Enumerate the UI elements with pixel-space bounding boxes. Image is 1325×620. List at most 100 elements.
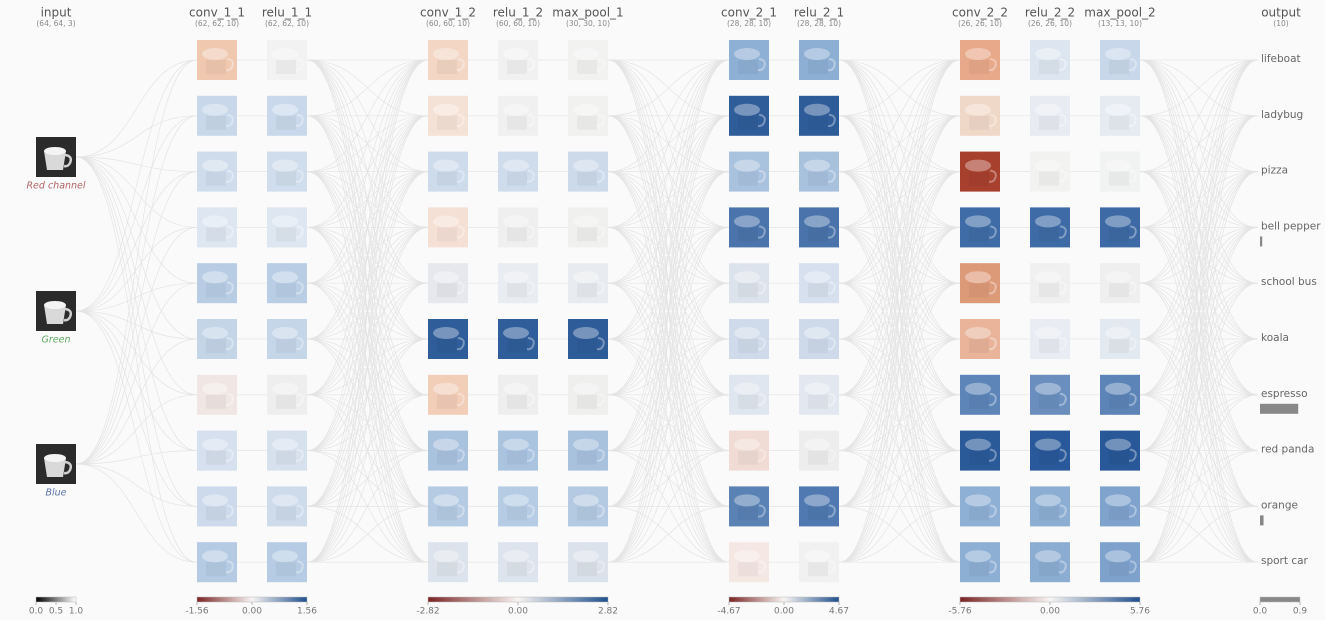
feature-map[interactable] [197, 374, 237, 415]
feature-map[interactable] [498, 151, 538, 192]
feature-map[interactable] [568, 95, 608, 136]
layer-name[interactable]: conv_2_2 [952, 6, 1008, 20]
feature-map[interactable] [568, 151, 608, 192]
feature-map[interactable] [267, 486, 307, 527]
feature-map[interactable] [1030, 486, 1070, 527]
layer-name[interactable]: input [41, 6, 72, 20]
feature-map[interactable] [267, 542, 307, 583]
input-channel[interactable] [36, 137, 76, 177]
feature-map[interactable] [568, 374, 608, 415]
feature-map[interactable] [428, 40, 468, 80]
feature-map[interactable] [498, 374, 538, 415]
feature-map[interactable] [197, 486, 237, 527]
layer-name[interactable]: conv_1_1 [189, 6, 245, 20]
feature-map[interactable] [1100, 486, 1140, 527]
feature-map[interactable] [197, 319, 237, 359]
feature-map[interactable] [1030, 430, 1070, 471]
feature-map[interactable] [428, 319, 468, 359]
feature-map[interactable] [428, 263, 468, 304]
feature-map[interactable] [267, 319, 307, 359]
layer-name[interactable]: max_pool_2 [1084, 6, 1155, 20]
layer-name[interactable]: relu_2_2 [1025, 6, 1075, 20]
feature-map[interactable] [498, 263, 538, 304]
feature-map[interactable] [428, 430, 468, 471]
feature-map[interactable] [1100, 40, 1140, 80]
feature-map[interactable] [799, 263, 839, 304]
layer-name[interactable]: relu_1_1 [262, 6, 312, 20]
layer-name[interactable]: output [1261, 6, 1301, 20]
layer-name[interactable]: relu_2_1 [794, 6, 844, 20]
feature-map[interactable] [960, 374, 1000, 415]
feature-map[interactable] [428, 207, 468, 248]
feature-map[interactable] [498, 542, 538, 583]
feature-map[interactable] [729, 430, 769, 471]
feature-map[interactable] [498, 40, 538, 80]
feature-map[interactable] [960, 263, 1000, 304]
feature-map[interactable] [729, 40, 769, 80]
output-label[interactable]: school bus [1261, 276, 1317, 288]
feature-map[interactable] [568, 263, 608, 304]
feature-map[interactable] [1100, 319, 1140, 359]
feature-map[interactable] [568, 486, 608, 527]
feature-map[interactable] [960, 40, 1000, 80]
feature-map[interactable] [267, 40, 307, 80]
feature-map[interactable] [197, 207, 237, 248]
feature-map[interactable] [267, 374, 307, 415]
feature-map[interactable] [1100, 542, 1140, 583]
feature-map[interactable] [197, 542, 237, 583]
feature-map[interactable] [729, 207, 769, 248]
feature-map[interactable] [729, 542, 769, 583]
feature-map[interactable] [498, 319, 538, 359]
feature-map[interactable] [1100, 207, 1140, 248]
feature-map[interactable] [428, 486, 468, 527]
feature-map[interactable] [1030, 40, 1070, 80]
output-label[interactable]: ladybug [1261, 109, 1303, 121]
feature-map[interactable] [197, 40, 237, 80]
feature-map[interactable] [568, 40, 608, 80]
feature-map[interactable] [799, 430, 839, 471]
feature-map[interactable] [729, 319, 769, 359]
feature-map[interactable] [729, 486, 769, 527]
feature-map[interactable] [498, 207, 538, 248]
feature-map[interactable] [799, 319, 839, 359]
feature-map[interactable] [799, 486, 839, 527]
feature-map[interactable] [1030, 263, 1070, 304]
feature-map[interactable] [197, 263, 237, 304]
feature-map[interactable] [1100, 95, 1140, 136]
feature-map[interactable] [428, 151, 468, 192]
feature-map[interactable] [498, 430, 538, 471]
feature-map[interactable] [1100, 263, 1140, 304]
output-label[interactable]: red panda [1261, 444, 1314, 456]
feature-map[interactable] [1030, 151, 1070, 192]
feature-map[interactable] [799, 207, 839, 248]
feature-map[interactable] [428, 542, 468, 583]
feature-map[interactable] [267, 263, 307, 304]
feature-map[interactable] [729, 263, 769, 304]
layer-name[interactable]: max_pool_1 [552, 6, 623, 20]
output-label[interactable]: koala [1261, 332, 1289, 344]
layer-name[interactable]: conv_2_1 [721, 6, 777, 20]
output-label[interactable]: pizza [1261, 165, 1288, 177]
feature-map[interactable] [729, 95, 769, 136]
feature-map[interactable] [960, 95, 1000, 136]
feature-map[interactable] [1100, 374, 1140, 415]
feature-map[interactable] [799, 374, 839, 415]
feature-map[interactable] [960, 430, 1000, 471]
input-channel[interactable] [36, 444, 76, 484]
feature-map[interactable] [568, 319, 608, 359]
feature-map[interactable] [197, 151, 237, 192]
feature-map[interactable] [960, 207, 1000, 248]
feature-map[interactable] [960, 486, 1000, 527]
output-label[interactable]: espresso [1261, 388, 1308, 400]
feature-map[interactable] [799, 151, 839, 192]
feature-map[interactable] [267, 207, 307, 248]
layer-name[interactable]: conv_1_2 [420, 6, 476, 20]
feature-map[interactable] [498, 95, 538, 136]
feature-map[interactable] [498, 486, 538, 527]
feature-map[interactable] [267, 95, 307, 136]
feature-map[interactable] [1030, 319, 1070, 359]
feature-map[interactable] [960, 319, 1000, 359]
feature-map[interactable] [568, 542, 608, 583]
feature-map[interactable] [1100, 151, 1140, 192]
feature-map[interactable] [568, 430, 608, 471]
